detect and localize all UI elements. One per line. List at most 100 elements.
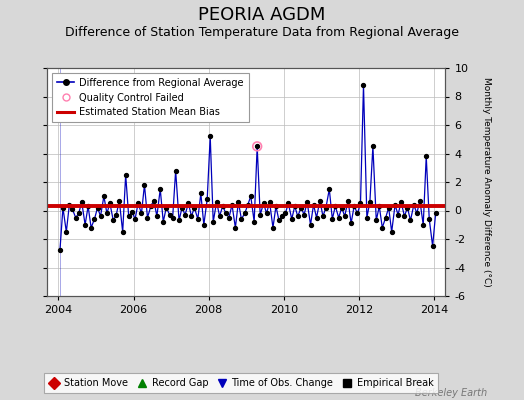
Point bbox=[100, 193, 108, 200]
Point bbox=[196, 190, 205, 197]
Point bbox=[90, 216, 99, 222]
Point bbox=[190, 204, 199, 211]
Point bbox=[293, 213, 302, 219]
Point bbox=[184, 200, 193, 206]
Point bbox=[309, 202, 318, 208]
Point bbox=[284, 200, 292, 206]
Point bbox=[325, 186, 333, 192]
Point bbox=[147, 203, 155, 210]
Point bbox=[344, 197, 352, 204]
Point bbox=[131, 216, 139, 222]
Legend: Station Move, Record Gap, Time of Obs. Change, Empirical Break: Station Move, Record Gap, Time of Obs. C… bbox=[44, 374, 438, 393]
Point bbox=[366, 199, 374, 205]
Point bbox=[312, 214, 321, 221]
Point bbox=[391, 202, 399, 208]
Point bbox=[394, 212, 402, 218]
Point bbox=[78, 199, 86, 205]
Point bbox=[175, 217, 183, 224]
Point bbox=[353, 210, 362, 216]
Point bbox=[222, 210, 230, 216]
Point bbox=[166, 212, 174, 218]
Point bbox=[375, 203, 384, 210]
Point bbox=[159, 219, 168, 225]
Point bbox=[206, 133, 214, 140]
Text: Difference of Station Temperature Data from Regional Average: Difference of Station Temperature Data f… bbox=[65, 26, 459, 39]
Point bbox=[363, 214, 371, 221]
Point bbox=[250, 219, 258, 225]
Point bbox=[62, 229, 71, 235]
Point bbox=[288, 216, 296, 222]
Point bbox=[225, 214, 233, 221]
Point bbox=[162, 204, 170, 211]
Point bbox=[253, 143, 261, 150]
Point bbox=[416, 197, 424, 204]
Point bbox=[272, 203, 280, 210]
Point bbox=[118, 229, 127, 235]
Point bbox=[341, 213, 349, 219]
Point bbox=[152, 213, 161, 219]
Point bbox=[93, 204, 102, 211]
Point bbox=[125, 213, 133, 219]
Point bbox=[275, 217, 283, 224]
Point bbox=[278, 213, 287, 219]
Point bbox=[87, 224, 95, 231]
Point bbox=[140, 182, 149, 188]
Point bbox=[403, 204, 412, 211]
Point bbox=[256, 212, 265, 218]
Point bbox=[337, 204, 346, 211]
Point bbox=[128, 209, 136, 215]
Point bbox=[413, 210, 421, 216]
Point bbox=[234, 199, 243, 205]
Point bbox=[397, 199, 405, 205]
Point bbox=[387, 229, 396, 235]
Point bbox=[171, 167, 180, 174]
Point bbox=[74, 210, 83, 216]
Point bbox=[247, 193, 255, 200]
Point bbox=[200, 222, 208, 228]
Point bbox=[378, 224, 387, 231]
Point bbox=[156, 186, 165, 192]
Point bbox=[215, 213, 224, 219]
Point bbox=[322, 204, 330, 211]
Text: Berkeley Earth: Berkeley Earth bbox=[415, 388, 487, 398]
Point bbox=[303, 199, 311, 205]
Point bbox=[103, 210, 111, 216]
Point bbox=[419, 222, 428, 228]
Point bbox=[300, 212, 308, 218]
Point bbox=[381, 214, 390, 221]
Point bbox=[281, 210, 290, 216]
Legend: Difference from Regional Average, Quality Control Failed, Estimated Station Mean: Difference from Regional Average, Qualit… bbox=[52, 73, 248, 122]
Point bbox=[106, 200, 114, 206]
Point bbox=[96, 213, 105, 219]
Point bbox=[187, 213, 195, 219]
Point bbox=[265, 199, 274, 205]
Point bbox=[59, 204, 67, 211]
Point bbox=[68, 206, 77, 212]
Point bbox=[410, 202, 418, 208]
Point bbox=[228, 202, 236, 208]
Point bbox=[209, 219, 217, 225]
Point bbox=[194, 216, 202, 222]
Point bbox=[81, 222, 89, 228]
Point bbox=[178, 204, 186, 211]
Point bbox=[347, 220, 355, 226]
Point bbox=[71, 214, 80, 221]
Text: PEORIA AGDM: PEORIA AGDM bbox=[198, 6, 326, 24]
Point bbox=[65, 202, 73, 208]
Point bbox=[400, 213, 409, 219]
Point bbox=[259, 200, 268, 206]
Point bbox=[431, 210, 440, 216]
Point bbox=[331, 203, 340, 210]
Point bbox=[150, 197, 158, 204]
Point bbox=[168, 214, 177, 221]
Point bbox=[356, 200, 365, 206]
Point bbox=[253, 143, 261, 150]
Point bbox=[115, 197, 124, 204]
Point bbox=[319, 213, 327, 219]
Point bbox=[203, 196, 211, 202]
Point bbox=[84, 203, 92, 210]
Point bbox=[372, 217, 380, 224]
Point bbox=[369, 143, 377, 150]
Point bbox=[109, 217, 117, 224]
Point bbox=[122, 172, 130, 178]
